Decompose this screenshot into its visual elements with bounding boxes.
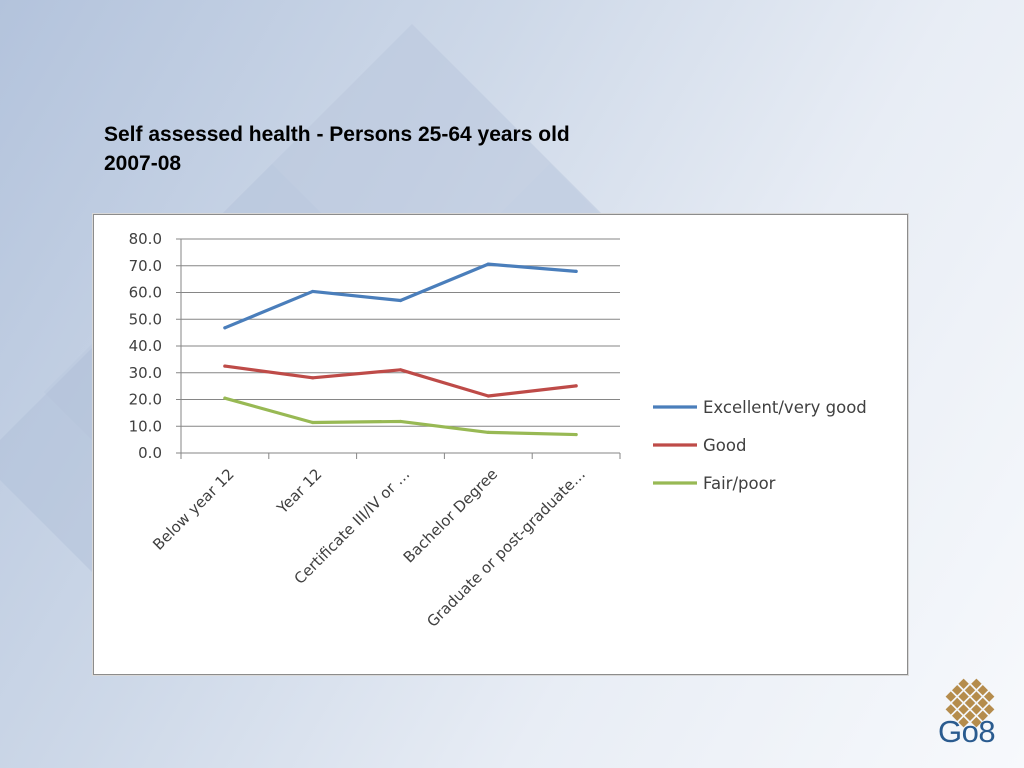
x-tick-label: Year 12: [273, 465, 326, 518]
chart-frame: 0.0 10.0 20.0 30.0 40.0 50.0 60.0 70.0 80.0 Belo…: [93, 214, 908, 675]
series-line-2: [223, 396, 578, 437]
series-point-2: [486, 430, 490, 435]
series-point-2: [311, 420, 315, 425]
slide-title: Self assessed health - Persons 25-64 yea…: [104, 120, 804, 178]
x-tick-label: Bachelor Degree: [400, 465, 501, 566]
series-point-2: [574, 432, 578, 437]
logo-diamond: [984, 691, 995, 702]
series-point-1: [311, 376, 315, 380]
legend: Excellent/very good Good Fair/poor: [653, 398, 867, 493]
logo-diamond: [958, 678, 969, 689]
y-tick-label: 30.0: [129, 364, 162, 382]
logo-diamond: [977, 685, 988, 696]
logo-diamond: [971, 691, 982, 702]
y-axis-ticks: 0.0 10.0 20.0 30.0 40.0 50.0 60.0 70.0 80.0: [129, 230, 162, 462]
series-point-2: [223, 396, 227, 400]
logo-diamond: [945, 691, 956, 702]
series-line-0: [223, 262, 578, 330]
y-tick-label: 40.0: [129, 337, 162, 355]
logo-diamond: [964, 710, 976, 721]
logo-text: Go8: [938, 714, 996, 749]
x-tick-label: Graduate or post-graduate…: [423, 465, 589, 631]
series-point-0: [486, 262, 490, 266]
series-point-1: [223, 364, 227, 368]
slide-title-line-1: Self assessed health - Persons 25-64 yea…: [104, 123, 570, 146]
logo-diamond: [952, 697, 963, 709]
logo-diamond: [977, 697, 988, 709]
logo-diamond: [952, 685, 963, 696]
legend-label: Excellent/very good: [703, 398, 867, 417]
line-chart: 0.0 10.0 20.0 30.0 40.0 50.0 60.0 70.0 80.0 Belo…: [129, 230, 867, 631]
series-point-0: [311, 289, 315, 294]
series-point-1: [398, 368, 403, 372]
y-tick-label: 0.0: [138, 444, 162, 462]
series-lines: [223, 262, 578, 437]
y-tick-label: 50.0: [129, 310, 162, 328]
x-tick-label: Below year 12: [149, 465, 238, 554]
legend-label: Good: [703, 436, 746, 455]
y-tick-label: 20.0: [129, 391, 162, 409]
series-point-0: [398, 298, 403, 303]
legend-label: Fair/poor: [703, 474, 776, 493]
gridlines: [176, 238, 621, 459]
series-point-1: [486, 394, 490, 398]
series-point-0: [574, 269, 578, 273]
series-point-0: [223, 326, 227, 330]
y-tick-label: 60.0: [129, 284, 162, 302]
series-point-2: [398, 419, 403, 424]
logo-diamond: [958, 691, 969, 702]
y-tick-label: 80.0: [129, 230, 162, 248]
y-tick-label: 10.0: [129, 417, 162, 435]
logo-diamond: [971, 678, 982, 689]
slide-title-line-2: 2007-08: [104, 152, 182, 175]
logo-diamond: [964, 697, 976, 709]
go8-logo-icon: [945, 678, 995, 728]
series-point-1: [574, 384, 578, 388]
y-tick-label: 70.0: [129, 257, 162, 275]
logo-diamond: [964, 685, 976, 696]
